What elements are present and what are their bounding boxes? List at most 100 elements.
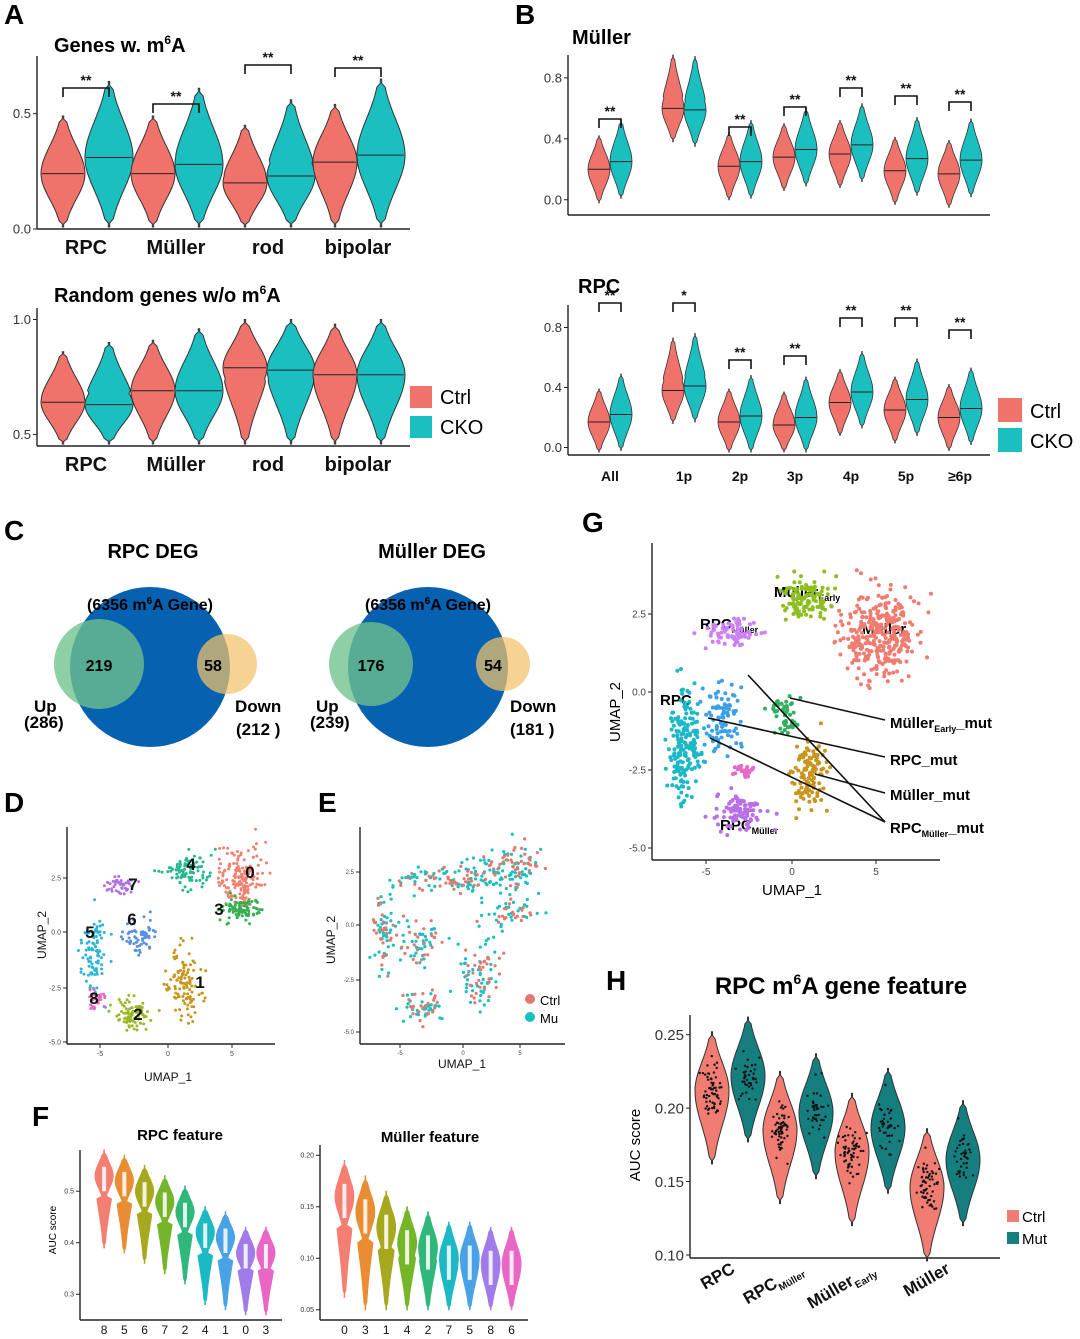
h-points-ctrl-2-point — [849, 1127, 852, 1130]
d-cluster-4-point — [201, 881, 205, 885]
g-cluster-2-point — [732, 643, 737, 647]
d-cluster-1-point — [185, 985, 189, 989]
d-cluster-0-point — [233, 880, 236, 884]
g-cluster-5-point — [797, 807, 801, 812]
d-cluster-6-point — [151, 929, 155, 932]
g-cluster-3-point — [692, 681, 697, 686]
d-cluster-3 — [216, 891, 264, 926]
venn-rpc-inner-label: (6356 m6A Gene) — [87, 596, 213, 614]
g-cluster-0-point — [866, 683, 871, 688]
g-cluster-7-point — [745, 807, 750, 812]
d-cluster-2-point — [126, 1009, 130, 1013]
h-points-mut-0-point — [746, 1058, 749, 1062]
e-cluster-ctrl-2-point — [427, 874, 431, 878]
h-points-ctrl-3-point — [937, 1167, 941, 1171]
g-cluster-1-point — [775, 574, 780, 579]
e-cluster-mu-1-point — [464, 867, 468, 871]
g-cluster-6-point — [787, 694, 792, 699]
d-cluster-4-point — [175, 863, 179, 866]
g-cluster-2-point — [746, 635, 751, 640]
d-cluster-1-point — [200, 991, 204, 995]
h-points-mut-2-point — [889, 1117, 892, 1120]
d-cluster-1-point — [178, 943, 182, 947]
h-xlabel-main-3: Müller — [900, 1259, 953, 1301]
b-top-violin-cko-0 — [609, 120, 633, 199]
d-cluster-1-point — [176, 969, 180, 973]
g-cluster-6-point — [798, 695, 803, 700]
g-cluster-3-point — [691, 737, 696, 742]
e-cluster-mu-5-point — [478, 945, 482, 949]
g-cluster-1-point — [778, 588, 783, 593]
h-ytick-3-label: 0.25 — [655, 1027, 684, 1044]
g-cluster-2-point — [722, 641, 727, 646]
e-cluster-mu-4 — [389, 919, 451, 970]
d-cluster-8-point — [89, 1007, 93, 1010]
d-cluster-0-point — [240, 877, 244, 881]
h-points-ctrl-2-point — [839, 1153, 842, 1157]
d-cluster-7-point — [122, 892, 126, 896]
g-cluster-0-point — [874, 625, 879, 630]
d-cluster-4-point — [160, 870, 164, 874]
g-cluster-0-point — [874, 635, 878, 640]
h-points-ctrl-1-point — [783, 1114, 786, 1117]
e-cluster-mu-2-point — [413, 872, 417, 877]
g-cluster-0-point — [846, 621, 851, 626]
g-cluster-4-point — [714, 705, 719, 710]
d-cluster-4-point — [200, 865, 204, 868]
h-points-ctrl-3-point — [933, 1207, 936, 1211]
h-violin-mut-2 — [870, 1068, 906, 1194]
e-cluster-mu-1-point — [471, 888, 475, 892]
g-cluster-7-point — [744, 822, 749, 827]
g-cluster-3-point — [699, 752, 704, 757]
d-cluster-4-point — [188, 878, 192, 882]
f-left-xlabel-7: 0 — [242, 1323, 249, 1337]
g-cluster-0-point — [857, 606, 862, 611]
e-cluster-mu-4-point — [420, 947, 424, 951]
e-cluster-ctrl-1-point — [462, 877, 466, 881]
e-cluster-ctrl-6 — [401, 988, 439, 1029]
e-cluster-mu-4-point — [422, 957, 426, 961]
h-points-ctrl-1-point — [779, 1126, 782, 1129]
g-cluster-3-point — [673, 716, 678, 721]
d-cluster-0-point — [242, 858, 246, 862]
d-cluster-1-point — [192, 997, 195, 1001]
e-cluster-mu-4-point — [410, 939, 414, 944]
h-points-ctrl-0-point — [709, 1086, 712, 1090]
d-cluster-4-point — [188, 871, 192, 875]
h-xlabel-sub-1: Müller — [777, 1269, 808, 1293]
d-cluster-4-point — [200, 885, 204, 889]
e-cluster-mu-2-point — [388, 878, 392, 882]
e-cluster-mu-4-point — [428, 940, 432, 944]
d-cluster-1-point — [186, 968, 190, 972]
d-cluster-4-point — [169, 866, 173, 870]
h-points-mut-2-point — [880, 1108, 883, 1112]
a-top-signif-1-bracket — [152, 103, 200, 113]
g-cluster-3-point — [677, 751, 681, 756]
g-cluster-3-point — [680, 760, 685, 765]
e-cluster-mu-4-point — [421, 932, 425, 937]
panel-label-e: E — [318, 787, 337, 818]
venn-muller-up-circle — [329, 622, 413, 706]
d-cluster-3-point — [228, 907, 232, 911]
e-cluster-ctrl-7-point — [528, 911, 532, 915]
g-cluster-3-point — [687, 746, 692, 751]
h-points-mut-2-point — [882, 1117, 886, 1121]
g-cluster-7-point — [729, 824, 733, 829]
e-cluster-mu-3-point — [386, 945, 390, 949]
g-cluster-5-point — [802, 768, 807, 772]
g-cluster-0-point — [833, 623, 838, 628]
d-cluster-3-point — [216, 908, 220, 912]
d-cluster-label-0: 0 — [245, 863, 254, 882]
g-cluster-0-point — [882, 626, 887, 631]
d-cluster-4-point — [153, 869, 157, 873]
d-cluster-4-point — [157, 869, 161, 873]
g-cluster-3-point — [691, 729, 696, 734]
g-cluster-0-point — [839, 612, 844, 617]
e-cluster-ctrl-4-point — [440, 940, 444, 944]
h-points-mut-2-point — [881, 1122, 884, 1126]
d-cluster-0-point — [226, 886, 230, 890]
g-cluster-4-point — [707, 733, 712, 738]
e-cluster-ctrl-3-point — [386, 974, 390, 978]
d-cluster-6-point — [153, 935, 157, 939]
g-cluster-0-point — [897, 606, 902, 610]
